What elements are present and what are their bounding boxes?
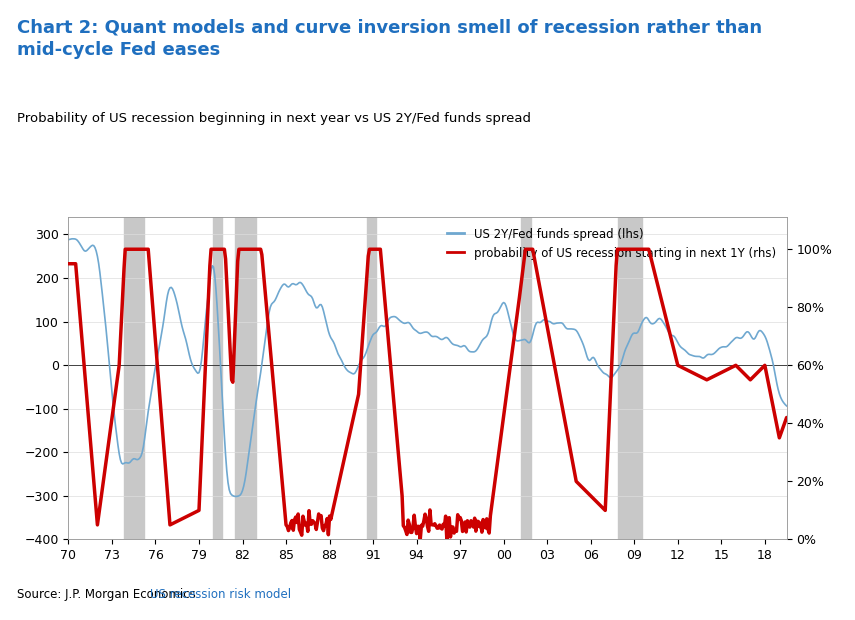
Bar <box>618 217 641 539</box>
Text: US recession risk model: US recession risk model <box>150 588 291 601</box>
Bar <box>214 217 222 539</box>
Text: Source: J.P. Morgan Economics: Source: J.P. Morgan Economics <box>17 588 199 601</box>
Text: Probability of US recession beginning in next year vs US 2Y/Fed funds spread: Probability of US recession beginning in… <box>17 112 531 125</box>
Bar <box>521 217 531 539</box>
Legend: US 2Y/Fed funds spread (lhs), probability of US recession starting in next 1Y (r: US 2Y/Fed funds spread (lhs), probabilit… <box>442 223 781 264</box>
Bar <box>123 217 144 539</box>
Bar <box>368 217 376 539</box>
Text: Chart 2: Quant models and curve inversion smell of recession rather than
mid-cyc: Chart 2: Quant models and curve inversio… <box>17 19 762 59</box>
Bar <box>235 217 256 539</box>
